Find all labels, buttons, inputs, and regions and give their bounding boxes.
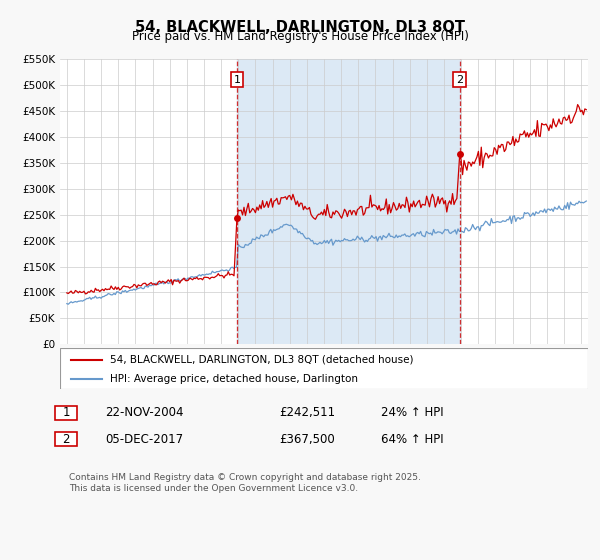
Text: HPI: Average price, detached house, Darlington: HPI: Average price, detached house, Darl… — [110, 374, 358, 384]
Text: 05-DEC-2017: 05-DEC-2017 — [105, 432, 183, 446]
Text: 1: 1 — [233, 74, 241, 85]
Text: Contains HM Land Registry data © Crown copyright and database right 2025.
This d: Contains HM Land Registry data © Crown c… — [69, 473, 421, 493]
Text: 54, BLACKWELL, DARLINGTON, DL3 8QT: 54, BLACKWELL, DARLINGTON, DL3 8QT — [135, 20, 465, 35]
Text: 1: 1 — [62, 406, 70, 419]
Text: 24% ↑ HPI: 24% ↑ HPI — [381, 406, 443, 419]
Text: £242,511: £242,511 — [279, 406, 335, 419]
Text: 54, BLACKWELL, DARLINGTON, DL3 8QT (detached house): 54, BLACKWELL, DARLINGTON, DL3 8QT (deta… — [110, 355, 413, 365]
Text: 2: 2 — [62, 432, 70, 446]
Text: 22-NOV-2004: 22-NOV-2004 — [105, 406, 184, 419]
Bar — [237, 59, 460, 344]
Text: 64% ↑ HPI: 64% ↑ HPI — [381, 432, 443, 446]
Text: Price paid vs. HM Land Registry's House Price Index (HPI): Price paid vs. HM Land Registry's House … — [131, 30, 469, 43]
Text: £367,500: £367,500 — [279, 432, 335, 446]
Text: 2: 2 — [456, 74, 463, 85]
